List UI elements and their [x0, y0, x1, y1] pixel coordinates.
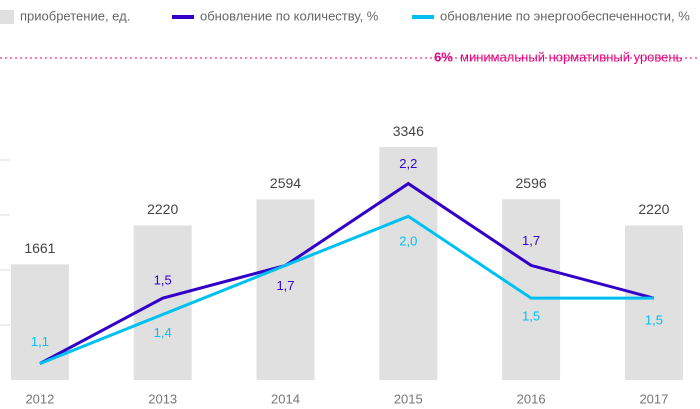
line-value-label: 1,5 — [522, 309, 540, 324]
line-value-label: 1,4 — [154, 325, 172, 340]
x-tick-label: 2014 — [271, 391, 300, 406]
bar-value-label: 2596 — [516, 175, 547, 191]
line-value-label: 2,2 — [399, 156, 417, 171]
bar-value-label: 1661 — [24, 240, 55, 256]
line-value-label: 1,7 — [276, 278, 294, 293]
line-value-label: 1,5 — [645, 313, 663, 328]
bar — [624, 225, 683, 380]
x-tick-label: 2013 — [148, 391, 177, 406]
bar — [133, 225, 192, 380]
x-tick-label: 2012 — [25, 391, 54, 406]
x-tick-label: 2016 — [517, 391, 546, 406]
x-tick-label: 2017 — [639, 391, 668, 406]
bar — [502, 199, 561, 380]
bar — [256, 199, 315, 380]
annotation-text: минимальный нормативный уровень — [460, 49, 683, 64]
line — [39, 181, 655, 365]
bar-value-label: 2220 — [147, 201, 178, 217]
x-tick-label: 2015 — [394, 391, 423, 406]
bar-value-label: 2594 — [270, 175, 301, 191]
line — [39, 214, 654, 366]
legend-label: приобретение, ед. — [20, 8, 130, 23]
legend-label: обновление по количеству, % — [200, 8, 379, 23]
legend-swatch — [0, 10, 14, 24]
line-value-label: 2,0 — [399, 234, 417, 249]
bar-value-label: 3346 — [393, 123, 424, 139]
line-value-label: 1,5 — [154, 273, 172, 288]
legend-label: обновление по энергообеспеченности, % — [440, 8, 690, 23]
bar — [379, 147, 438, 380]
line-value-label: 1,7 — [522, 233, 540, 248]
annotation-label: 6% — [434, 49, 453, 64]
line-value-label: 1,1 — [31, 334, 49, 349]
bar — [10, 264, 69, 380]
bar-value-label: 2220 — [638, 201, 669, 217]
